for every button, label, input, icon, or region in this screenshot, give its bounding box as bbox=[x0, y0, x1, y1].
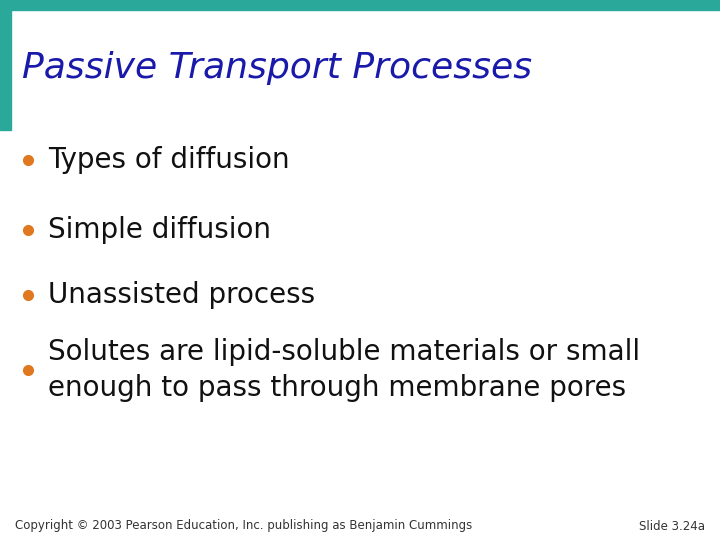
Text: Passive Transport Processes: Passive Transport Processes bbox=[22, 51, 532, 85]
Bar bbox=[0, 0, 11, 130]
Bar bbox=[0, 0, 720, 10]
Text: Copyright © 2003 Pearson Education, Inc. publishing as Benjamin Cummings: Copyright © 2003 Pearson Education, Inc.… bbox=[15, 519, 472, 532]
Text: Simple diffusion: Simple diffusion bbox=[48, 216, 271, 244]
Text: Types of diffusion: Types of diffusion bbox=[48, 146, 289, 174]
Text: Solutes are lipid-soluble materials or small
enough to pass through membrane por: Solutes are lipid-soluble materials or s… bbox=[48, 338, 640, 402]
Text: Slide 3.24a: Slide 3.24a bbox=[639, 519, 705, 532]
Text: Unassisted process: Unassisted process bbox=[48, 281, 315, 309]
